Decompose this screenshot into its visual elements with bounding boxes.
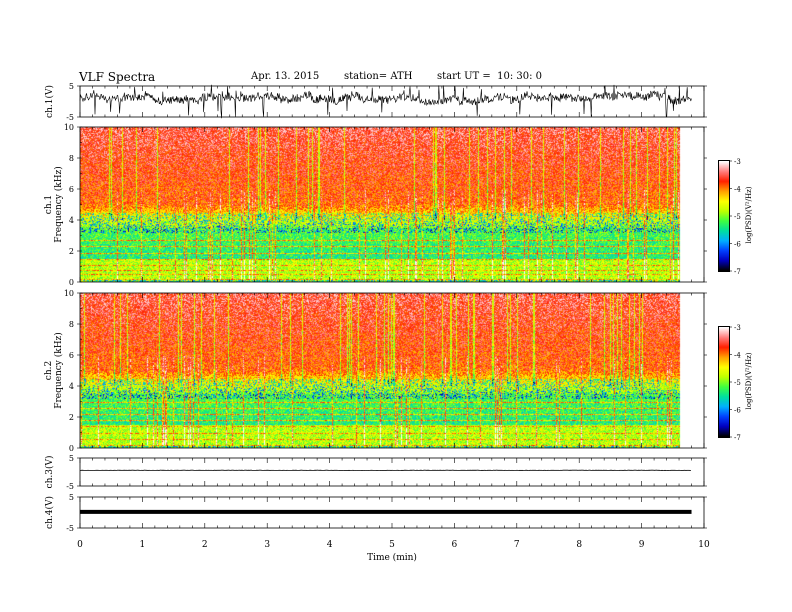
ch2-spec-frame	[79, 292, 705, 449]
ch1-spec-channel-label: ch.1	[44, 195, 54, 214]
ch1-spectrogram-image	[80, 127, 692, 282]
ch3-wave-ylabel: ch.3(V)	[44, 456, 55, 489]
ch1-colorbar-tick-label: -7	[734, 268, 741, 276]
ch4-wave-ytick-label: 5	[69, 493, 74, 502]
ch1-wave-trace	[79, 84, 692, 119]
ch2-spec-ylabel: Frequency (kHz)	[53, 332, 64, 409]
ch2-colorbar-tick-label: -7	[734, 434, 741, 442]
ch4-wave-ylabel: ch.4(V)	[44, 496, 55, 529]
ch1-colorbar-tick-label: -3	[734, 158, 741, 166]
ch1-colorbar-tick-label: -6	[734, 241, 741, 249]
ch3-wave-ytick-label: 5	[69, 454, 74, 463]
ch1-wave-ylabel: ch.1(V)	[44, 85, 55, 118]
ch2-spec-ytick-label: 2	[69, 413, 74, 422]
date-label: Apr. 13. 2015	[251, 71, 320, 82]
ch2-spec-ytick-label: 4	[69, 382, 74, 391]
x-axis-label: Time (min)	[367, 552, 417, 563]
ch2-spec-ytick-label: 8	[69, 320, 74, 329]
ch1-spec-ytick-label: 8	[69, 154, 74, 163]
xtick-label: 0	[77, 540, 83, 550]
ch1-colorbar-tick-label: -5	[734, 213, 741, 221]
ch2-spec-ytick-label: 6	[69, 351, 74, 360]
xtick-label: 8	[576, 540, 582, 550]
station-label: station= ATH	[344, 71, 413, 82]
ch1-colorbar-label: log(PSD)(V²/Hz)	[745, 186, 753, 243]
xtick-label: 5	[389, 540, 395, 550]
xtick-label: 3	[264, 540, 270, 550]
ch4-wave-ytick-label: -5	[66, 524, 74, 533]
ch1-wave-ytick-label: 5	[69, 82, 74, 91]
xtick-label: 7	[514, 540, 520, 550]
ch2-colorbar-tick-label: -3	[734, 324, 741, 332]
ch2-spec-ytick-label: 0	[69, 444, 74, 453]
xtick-label: 4	[327, 540, 333, 550]
ch1-wave-ytick-label: -5	[66, 113, 74, 122]
ch2-colorbar-tick-label: -4	[734, 352, 741, 360]
figure-title: VLF Spectra	[79, 70, 156, 84]
ch2-spec-ytick-label: 10	[64, 289, 74, 298]
ch1-colorbar-tick-label: -4	[734, 186, 741, 194]
ch1-spec-ytick-label: 0	[69, 278, 74, 287]
ch1-spec-ytick-label: 4	[69, 216, 74, 225]
ch1-spec-frame	[79, 126, 705, 283]
ch3-wave-trace	[80, 469, 691, 472]
ch2-spectrogram-image	[80, 293, 692, 448]
xtick-label: 6	[452, 540, 458, 550]
xtick-label: 2	[202, 540, 208, 550]
ch3-wave-ytick-label: -5	[66, 482, 74, 491]
start-time-label: start UT = 10: 30: 0	[437, 71, 543, 82]
ch1-spec-ytick-label: 10	[64, 123, 74, 132]
xtick-label: 1	[140, 540, 146, 550]
ch2-colorbar-label: log(PSD)(V²/Hz)	[745, 352, 753, 409]
ch4-wave-trace	[80, 509, 692, 514]
ch2-spec-channel-label: ch.2	[44, 361, 54, 380]
ch2-colorbar-tick-label: -6	[734, 407, 741, 415]
ch1-spec-ylabel: Frequency (kHz)	[53, 166, 64, 243]
ch1-spec-ytick-label: 6	[69, 185, 74, 194]
xtick-label: 9	[639, 540, 645, 550]
xtick-label: 10	[698, 540, 710, 550]
ch2-colorbar-tick-label: -5	[734, 379, 741, 387]
ch1-spec-ytick-label: 2	[69, 247, 74, 256]
